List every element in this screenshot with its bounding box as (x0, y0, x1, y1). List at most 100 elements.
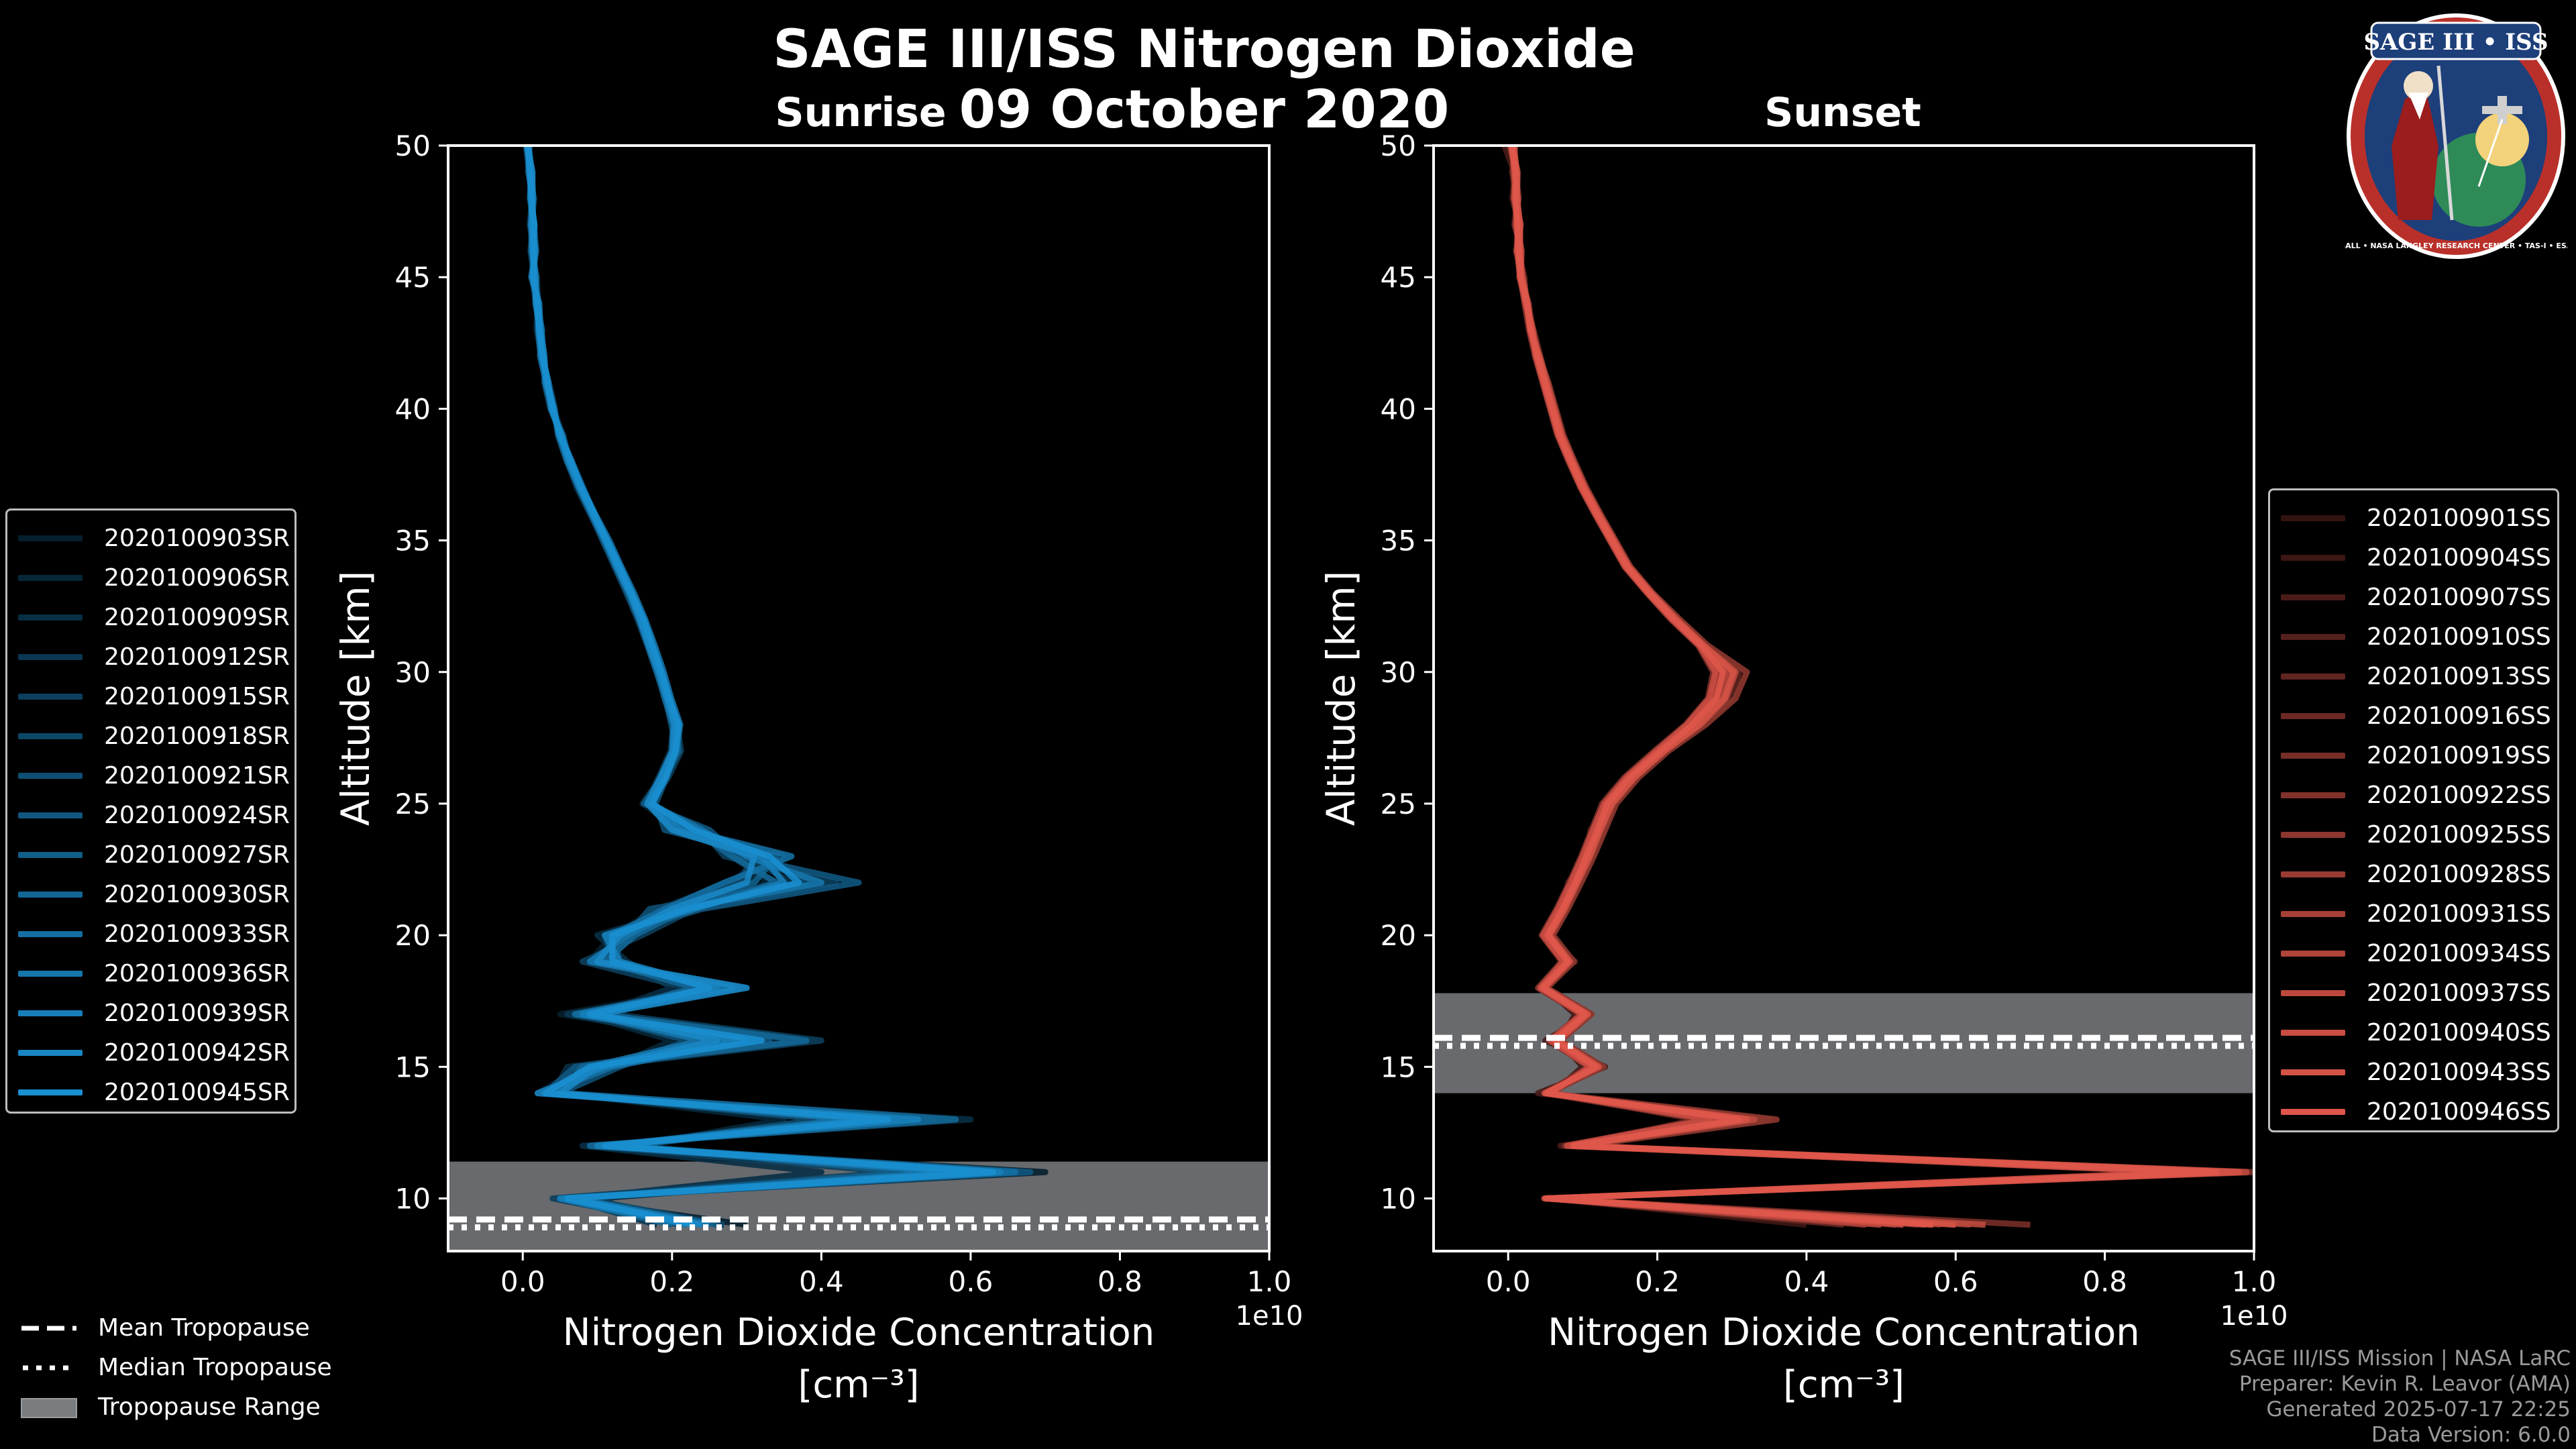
legend-label: 2020100930SR (104, 881, 290, 908)
legend-item: 2020100904SS (2270, 538, 2551, 578)
x-tick-label: 0.0 (500, 1265, 545, 1298)
y-tick-label: 30 (1381, 656, 1416, 689)
y-tick-label: 20 (395, 919, 431, 952)
legend-label: 2020100927SR (104, 841, 290, 869)
legend-item: 2020100915SR (7, 677, 290, 716)
legend-swatch (18, 1089, 83, 1095)
legend-item: 2020100924SR (7, 796, 290, 835)
y-tick-label: 40 (395, 392, 431, 425)
y-tick-label: 15 (395, 1051, 431, 1083)
legend-item: 2020100916SS (2270, 696, 2551, 736)
legend-label: 2020100910SS (2367, 623, 2551, 651)
legend-label: 2020100942SR (104, 1039, 290, 1067)
legend-item: 2020100943SS (2270, 1053, 2551, 1092)
x-axis-unit: [cm⁻³] (1783, 1363, 1904, 1407)
figure-title: SAGE III/ISS Nitrogen Dioxide (773, 19, 1635, 80)
sunset-legend: 2020100901SS 2020100904SS 2020100907SS 2020… (2268, 488, 2559, 1132)
legend-item: 2020100939SR (7, 994, 290, 1033)
legend-swatch (2281, 832, 2345, 838)
legend-label: 2020100943SS (2367, 1059, 2551, 1086)
legend-swatch (2281, 1069, 2345, 1075)
legend-swatch (18, 694, 83, 700)
x-tick-label: 0.0 (1486, 1265, 1531, 1298)
x-tick-label: 0.8 (1097, 1265, 1142, 1298)
legend-label: 2020100936SR (104, 960, 290, 987)
footer-mission: SAGE III/ISS Mission | NASA LaRC (2229, 1346, 2571, 1371)
legend-label: 2020100945SR (104, 1079, 290, 1106)
x-tick-label: 0.4 (799, 1265, 844, 1298)
legend-item: 2020100913SS (2270, 657, 2551, 696)
x-axis-label: Nitrogen Dioxide Concentration (1548, 1311, 2140, 1354)
legend-label: 2020100931SS (2367, 900, 2551, 928)
legend-item: 2020100936SR (7, 954, 290, 994)
axes-frame (447, 144, 1271, 1252)
legend-swatch (18, 852, 83, 858)
legend-swatch (18, 812, 83, 818)
legend-median-tropopause: Median Tropopause (20, 1348, 332, 1387)
y-tick-label: 50 (1381, 129, 1416, 162)
legend-swatch (18, 892, 83, 898)
footer-generated: Generated 2025-07-17 22:25 (2266, 1397, 2571, 1421)
legend-item: 2020100934SS (2270, 934, 2551, 973)
y-tick-label: 45 (395, 261, 431, 294)
legend-label: 2020100918SR (104, 722, 290, 750)
y-tick-label: 20 (1381, 919, 1416, 952)
legend-mean-label: Mean Tropopause (98, 1314, 310, 1342)
legend-label: 2020100940SS (2367, 1019, 2551, 1046)
y-tick-label: 10 (395, 1183, 431, 1216)
dotted-line-swatch (23, 1365, 76, 1370)
sunrise-subtitle: Sunrise (775, 89, 946, 136)
y-axis-label: Altitude [km] (333, 571, 378, 826)
profile-line-2020100946SS (1509, 146, 2220, 1228)
legend-swatch (2281, 594, 2345, 600)
sunset-panel: 0.0 0.2 0.4 0.6 0.8 1.0 10 15 20 25 30 35 40 45 50 1e10… (1318, 129, 2288, 1407)
legend-item: 2020100922SS (2270, 775, 2551, 815)
legend-swatch (18, 971, 83, 977)
legend-item: 2020100901SS (2270, 498, 2551, 538)
legend-item: 2020100933SR (7, 914, 290, 954)
y-tick-label: 35 (395, 525, 431, 557)
legend-swatch (2281, 951, 2345, 957)
legend-swatch (18, 773, 83, 779)
x-tick-label: 0.2 (1635, 1265, 1680, 1298)
sage-iii-iss-logo: SAGE III • ISS BALL • NASA LANGLEY RESEA… (2345, 13, 2567, 259)
legend-swatch (2281, 634, 2345, 640)
x-axis-label: Nitrogen Dioxide Concentration (563, 1311, 1155, 1354)
legend-item: 2020100942SR (7, 1033, 290, 1073)
y-tick-label: 45 (1381, 261, 1416, 294)
legend-label: 2020100922SS (2367, 782, 2551, 809)
profile-line-2020100945SR (525, 146, 996, 1228)
legend-swatch (18, 733, 83, 739)
legend-swatch (2281, 753, 2345, 759)
legend-swatch (18, 614, 83, 621)
legend-item: 2020100921SR (7, 756, 290, 796)
figure-date: 09 October 2020 (959, 80, 1450, 140)
legend-swatch (2281, 515, 2345, 521)
sunrise-legend: 2020100903SR 2020100906SR 2020100909SR 2020… (5, 508, 297, 1114)
legend-label: 2020100901SS (2367, 504, 2551, 532)
legend-item: 2020100925SS (2270, 815, 2551, 855)
legend-label: 2020100912SR (104, 643, 290, 671)
logo-ring-text: BALL • NASA LANGLEY RESEARCH CENTER • TA… (2345, 241, 2567, 250)
x-scale-label: 1e10 (1236, 1301, 1303, 1332)
legend-item: 2020100909SR (7, 598, 290, 637)
dashed-line-swatch (21, 1326, 76, 1330)
footer-credits: SAGE III/ISS Mission | NASA LaRC Prepare… (2229, 1346, 2571, 1448)
legend-label: 2020100903SR (104, 525, 290, 552)
y-axis-label: Altitude [km] (1318, 571, 1364, 826)
legend-label: 2020100921SR (104, 762, 290, 790)
legend-range-label: Tropopause Range (98, 1393, 321, 1421)
legend-swatch (2281, 555, 2345, 561)
legend-item: 2020100940SS (2270, 1013, 2551, 1053)
legend-label: 2020100915SR (104, 683, 290, 710)
legend-swatch (18, 931, 83, 937)
legend-swatch (2281, 713, 2345, 719)
legend-tropopause-range: Tropopause Range (20, 1387, 332, 1427)
axes-frame (1432, 144, 2255, 1252)
y-tick-label: 25 (1381, 788, 1416, 820)
legend-item: 2020100930SR (7, 875, 290, 914)
x-tick-label: 1.0 (2232, 1265, 2277, 1298)
x-tick-label: 0.2 (649, 1265, 694, 1298)
legend-swatch (2281, 674, 2345, 680)
y-tick-label: 10 (1381, 1183, 1416, 1216)
